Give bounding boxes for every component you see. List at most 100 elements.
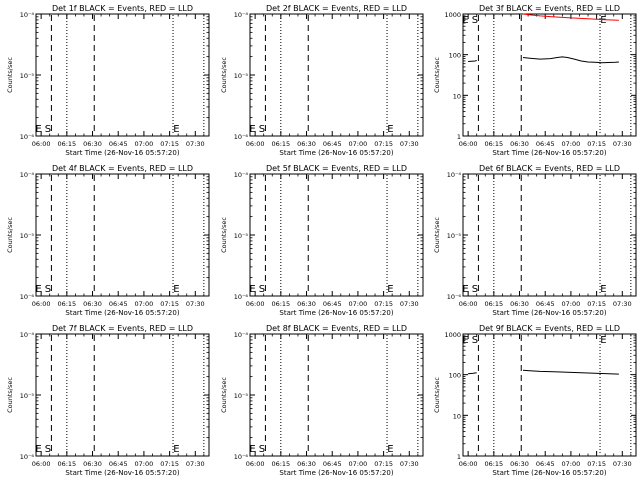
plot-frame [35,173,210,297]
x-tick-label: 07:00 [349,300,368,308]
x-tick-label: 07:15 [160,460,179,468]
y-axis-label: Counts/sec [220,217,228,253]
start-marker: S [472,284,478,295]
event-start-marker: E [35,284,41,295]
x-tick-label: 07:15 [160,300,179,308]
y-tick-label: 10⁻⁵ [20,232,35,240]
x-tick-label: 06:00 [459,300,478,308]
y-tick-label: 10⁻⁵ [234,392,249,400]
x-tick-label: 06:15 [271,460,290,468]
x-tick-label: 06:30 [297,300,316,308]
start-marker: S [45,444,51,455]
y-tick-label: 1000 [444,331,461,339]
y-axis-label: Counts/sec [433,377,441,413]
x-axis-label: Start Time (26-Nov-16 05:57:20) [65,149,179,157]
x-tick-label: 06:15 [271,300,290,308]
x-tick-label: 07:00 [562,140,581,148]
chart-panel-9: Det 9f BLACK = Events, RED = LLD Counts/s… [433,324,637,477]
x-tick-label: 07:00 [349,460,368,468]
x-tick-label: 07:00 [135,300,154,308]
plot-frame [249,333,424,457]
panel-title: Det 2f BLACK = Events, RED = LLD [266,4,407,13]
event-start-marker: E [249,444,255,455]
events-series-line [522,56,619,64]
x-tick-label: 06:00 [459,460,478,468]
y-axis-label: Counts/sec [433,217,441,253]
x-tick-label: 07:30 [400,300,419,308]
x-tick-label: 06:00 [459,140,478,148]
x-tick-label: 06:30 [83,460,102,468]
events-series-line [468,372,477,375]
x-tick-label: 07:30 [186,460,205,468]
plot-frame [35,13,210,137]
x-tick-label: 07:15 [374,300,393,308]
y-tick-label: 10⁻⁴ [20,171,35,179]
start-marker: S [259,284,265,295]
y-tick-label: 10⁻⁵ [234,72,249,80]
event-start-marker: E [35,444,41,455]
event-start-marker: E [462,335,468,346]
x-axis-label: Start Time (26-Nov-16 05:57:20) [492,309,606,317]
x-tick-label: 06:15 [484,300,503,308]
chart-panel-2: Det 2f BLACK = Events, RED = LLD Counts/s… [220,4,424,157]
y-tick-label: 1 [457,453,461,461]
x-tick-label: 06:45 [323,300,342,308]
y-axis-label: Counts/sec [220,377,228,413]
start-marker: S [259,124,265,135]
x-tick-label: 06:30 [297,140,316,148]
x-axis-label: Start Time (26-Nov-16 05:57:20) [279,309,393,317]
x-tick-label: 06:00 [246,300,265,308]
start-marker: S [45,284,51,295]
panel-title: Det 1f BLACK = Events, RED = LLD [52,4,193,13]
event-end-marker: E [600,335,606,346]
x-tick-label: 06:45 [536,140,555,148]
event-start-marker: E [462,284,468,295]
event-end-marker: E [173,444,179,455]
panel-title: Det 5f BLACK = Events, RED = LLD [266,164,407,173]
x-tick-label: 07:30 [613,460,632,468]
x-tick-label: 07:15 [374,460,393,468]
y-tick-label: 10 [453,92,461,100]
y-tick-label: 10⁻⁶ [20,453,35,461]
y-tick-label: 10⁻⁶ [20,293,35,301]
x-tick-label: 07:15 [587,140,606,148]
event-end-marker: E [600,15,606,26]
x-tick-label: 07:15 [160,140,179,148]
events-series-line [468,60,477,62]
x-tick-label: 07:15 [587,460,606,468]
plot-frame [249,173,424,297]
x-tick-label: 07:30 [186,300,205,308]
x-tick-label: 07:00 [562,460,581,468]
x-tick-label: 06:15 [57,300,76,308]
x-tick-label: 07:30 [613,140,632,148]
y-tick-label: 10⁻⁶ [234,453,249,461]
y-tick-label: 10⁻⁴ [447,171,462,179]
panel-title: Det 7f BLACK = Events, RED = LLD [52,324,193,333]
y-tick-label: 10⁻⁴ [234,171,249,179]
x-tick-label: 06:45 [109,300,128,308]
y-tick-label: 10⁻⁶ [234,293,249,301]
x-tick-label: 07:00 [135,460,154,468]
plot-frame [35,333,210,457]
start-marker: S [259,444,265,455]
x-tick-label: 06:00 [246,460,265,468]
y-tick-label: 10⁻⁴ [234,331,249,339]
event-start-marker: E [462,15,468,26]
x-tick-label: 07:15 [374,140,393,148]
chart-panel-5: Det 5f BLACK = Events, RED = LLD Counts/s… [220,164,424,317]
y-axis-label: Counts/sec [220,57,228,93]
y-tick-label: 10⁻⁶ [447,293,462,301]
x-tick-label: 06:15 [57,460,76,468]
lld-series-line [522,13,619,21]
x-tick-label: 06:45 [109,140,128,148]
event-end-marker: E [387,284,393,295]
y-tick-label: 10⁻⁴ [234,11,249,19]
panel-title: Det 4f BLACK = Events, RED = LLD [52,164,193,173]
chart-panel-6: Det 6f BLACK = Events, RED = LLD Counts/s… [433,164,637,317]
y-tick-label: 10⁻⁵ [20,392,35,400]
x-tick-label: 06:45 [536,300,555,308]
y-tick-label: 10⁻⁵ [447,232,462,240]
y-tick-label: 10⁻⁴ [20,331,35,339]
x-tick-label: 06:30 [83,300,102,308]
